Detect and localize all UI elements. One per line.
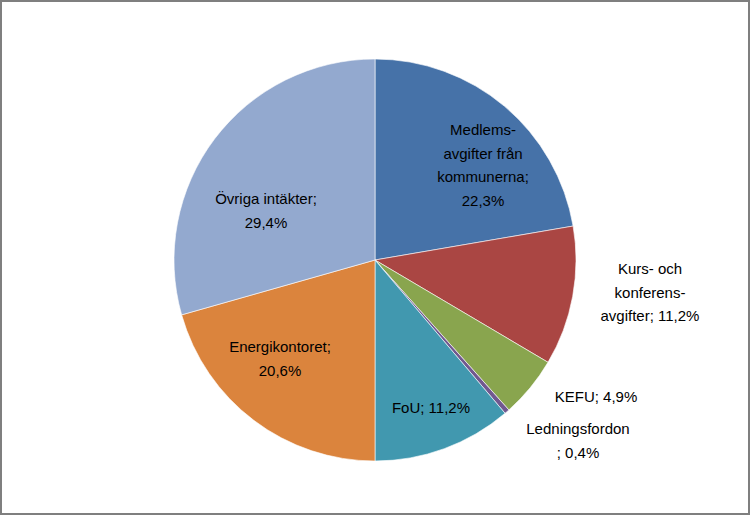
slice-label: 29,4% — [245, 213, 288, 230]
frame — [1, 1, 749, 514]
label-part: ; 0,4% — [557, 443, 600, 460]
label-part: 11,2% — [424, 399, 470, 416]
background — [0, 0, 750, 515]
slice-label: Energikontoret; — [229, 338, 331, 355]
slice-label: KEFU; 4,9% — [555, 388, 638, 405]
label-part: 29,4% — [245, 213, 288, 230]
data-labels: Medlems-avgifter från kommunerna; 22,3% Kur… — [215, 121, 699, 461]
label-part: 20,6% — [259, 361, 302, 378]
slice-label: Kurs- och — [618, 260, 682, 277]
label-part: avgifter — [443, 144, 492, 161]
label-part: Kurs- — [618, 260, 654, 277]
chart-container: Medlems-avgifter från kommunerna; 22,3% Kur… — [0, 0, 750, 515]
slice-label: 20,6% — [259, 361, 302, 378]
label-part: från — [493, 144, 523, 161]
label-part: 4,9% — [599, 388, 637, 405]
slice-label: avgifter; 11,2% — [601, 307, 700, 324]
slice-label: 22,3% — [462, 191, 505, 208]
label-part: och — [654, 260, 682, 277]
slice-label: Ledningsfordon — [526, 420, 629, 437]
label-part: 22,3% — [462, 191, 505, 208]
slice-label: konferens- — [615, 283, 686, 300]
label-part: Ledningsfordon — [526, 420, 629, 437]
slice-label: avgifter från — [443, 144, 522, 161]
label-part: intäkter; — [259, 190, 317, 207]
chart: Medlems-avgifter från kommunerna; 22,3% Kur… — [0, 0, 750, 515]
label-part: Energikontoret; — [229, 338, 331, 355]
label-part: KEFU; — [555, 388, 599, 405]
label-part: Övriga — [215, 190, 260, 207]
slice-label: kommunerna; — [437, 168, 529, 185]
label-part: konferens- — [615, 283, 686, 300]
label-part: FoU; — [392, 399, 425, 416]
slice-label: Övriga intäkter; — [215, 190, 317, 207]
label-part: avgifter; — [601, 307, 654, 324]
label-part: 11,2% — [654, 307, 700, 324]
pie-slice — [375, 59, 573, 260]
label-part: Medlems- — [450, 121, 516, 138]
slice-label: ; 0,4% — [557, 443, 600, 460]
pie-slice — [375, 260, 505, 461]
label-part: kommunerna; — [437, 168, 529, 185]
slice-label: Medlems- — [450, 121, 516, 138]
slice-label: FoU; 11,2% — [392, 399, 470, 416]
pie-slice — [174, 59, 375, 315]
slices — [174, 59, 576, 461]
